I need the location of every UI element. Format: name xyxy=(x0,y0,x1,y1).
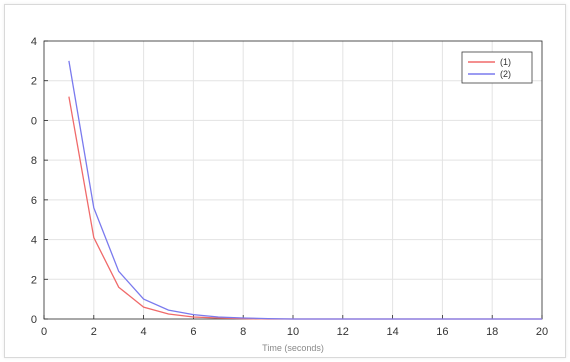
y-tick-label: 6 xyxy=(31,195,37,207)
x-axis-title: Time (seconds) xyxy=(262,343,324,353)
y-tick-label: 0 xyxy=(31,314,37,326)
line-chart: 0 2 4 6 8 10 12 14 16 18 20 0 2 4 6 8 0 2 4 Time (seconds… xyxy=(31,36,548,353)
x-tick-label: 0 xyxy=(41,326,47,338)
y-tick-label: 0 xyxy=(31,115,37,127)
y-tick-label: 2 xyxy=(31,76,37,88)
x-tick-label: 2 xyxy=(91,326,97,338)
y-tick-label: 4 xyxy=(31,36,37,48)
x-axis: 0 2 4 6 8 10 12 14 16 18 20 xyxy=(41,315,548,338)
series-line-2 xyxy=(68,60,542,320)
x-tick-label: 8 xyxy=(240,326,246,338)
y-tick-label: 4 xyxy=(31,235,37,247)
x-tick-label: 18 xyxy=(486,326,498,338)
x-tick-label: 6 xyxy=(190,326,196,338)
legend-box xyxy=(461,51,533,84)
chart-frame: 0 2 4 6 8 10 12 14 16 18 20 0 2 4 6 8 0 2 4 Time (seconds… xyxy=(4,4,566,358)
x-tick-label: 10 xyxy=(287,326,299,338)
series-group xyxy=(68,60,542,320)
legend-label-1: (1) xyxy=(500,57,511,67)
legend-label-2: (2) xyxy=(500,69,511,79)
x-tick-label: 14 xyxy=(386,326,398,338)
grid xyxy=(44,41,542,319)
x-tick-label: 20 xyxy=(536,326,548,338)
x-tick-label: 4 xyxy=(141,326,147,338)
y-axis: 0 2 4 6 8 0 2 4 xyxy=(31,36,48,326)
y-tick-label: 2 xyxy=(31,274,37,286)
x-tick-label: 12 xyxy=(337,326,349,338)
legend: (1) (2) xyxy=(461,51,533,84)
x-tick-label: 16 xyxy=(436,326,448,338)
y-tick-label: 8 xyxy=(31,155,37,167)
